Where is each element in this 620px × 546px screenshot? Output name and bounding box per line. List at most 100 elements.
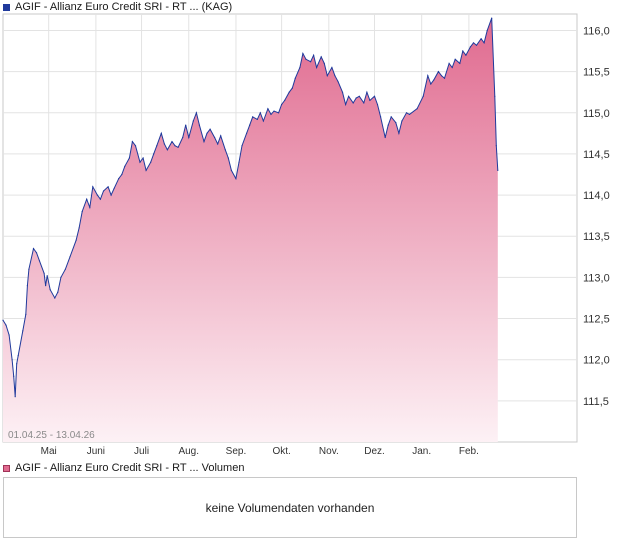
y-tick-label: 114,0 — [583, 190, 610, 202]
data-point — [166, 149, 168, 151]
data-point — [331, 66, 333, 69]
data-point — [256, 118, 258, 120]
data-point — [195, 112, 197, 114]
data-point — [128, 157, 130, 159]
data-point — [305, 58, 307, 60]
data-point — [139, 161, 141, 163]
data-point — [480, 38, 482, 40]
data-point — [113, 187, 115, 190]
y-tick-label: 112,0 — [583, 355, 610, 367]
data-point — [390, 116, 392, 118]
data-point — [235, 178, 237, 180]
data-point — [110, 194, 112, 196]
data-point — [459, 62, 461, 64]
data-point — [131, 141, 133, 143]
data-point — [69, 256, 71, 258]
data-point — [17, 355, 19, 357]
data-point — [118, 178, 120, 180]
y-tick-label: 115,0 — [583, 108, 610, 120]
data-point — [99, 198, 101, 200]
x-tick-label: Aug. — [178, 446, 199, 457]
data-point — [198, 124, 200, 126]
volume-series-swatch — [3, 464, 10, 472]
data-point — [313, 54, 315, 56]
volume-legend-label: AGIF - Allianz Euro Credit SRI - RT ... … — [15, 462, 245, 474]
data-point — [5, 324, 7, 326]
data-point — [483, 42, 485, 44]
data-point — [355, 97, 357, 99]
data-point — [156, 145, 158, 147]
y-tick-label: 114,5 — [583, 149, 610, 161]
data-point — [281, 103, 283, 106]
data-point — [163, 143, 165, 145]
data-point — [278, 112, 280, 114]
data-point — [224, 149, 226, 151]
data-point — [246, 132, 248, 134]
data-point — [448, 62, 450, 64]
data-point — [427, 75, 429, 77]
data-point — [49, 289, 51, 291]
data-point — [214, 136, 216, 139]
data-point — [174, 145, 176, 147]
x-tick-label: Sep. — [226, 446, 247, 457]
date-range-label: 01.04.25 - 13.04.26 — [8, 430, 95, 441]
data-point — [86, 198, 88, 200]
data-point — [495, 145, 497, 147]
data-point — [398, 132, 400, 134]
data-point — [475, 44, 478, 46]
data-point — [486, 29, 488, 32]
data-point — [451, 66, 453, 69]
data-point — [262, 120, 264, 122]
data-point — [494, 95, 496, 97]
data-point — [8, 334, 10, 336]
data-point — [310, 61, 312, 63]
data-point — [92, 186, 94, 188]
data-point — [124, 165, 126, 167]
data-point — [366, 91, 368, 93]
data-point — [102, 190, 105, 192]
data-point — [89, 206, 91, 208]
data-point — [192, 120, 194, 122]
data-point — [373, 95, 376, 97]
data-point — [294, 77, 296, 79]
data-point — [416, 108, 418, 110]
y-tick-label: 113,0 — [583, 272, 610, 284]
data-point — [32, 248, 35, 250]
price-legend: AGIF - Allianz Euro Credit SRI - RT ... … — [3, 0, 232, 14]
data-point — [60, 276, 62, 278]
data-point — [26, 285, 28, 287]
data-point — [491, 17, 493, 19]
data-point — [134, 145, 137, 147]
data-point — [363, 102, 365, 104]
data-point — [376, 103, 379, 106]
data-point — [299, 66, 301, 69]
data-point — [472, 42, 475, 44]
data-point — [142, 157, 144, 159]
x-tick-label: Mai — [41, 446, 57, 457]
data-point — [270, 113, 272, 115]
data-point — [16, 363, 18, 365]
data-point — [22, 330, 24, 332]
data-point — [422, 95, 424, 97]
data-point — [209, 128, 211, 130]
data-point — [45, 285, 47, 287]
data-point — [320, 56, 322, 58]
data-point — [384, 136, 386, 139]
data-point — [145, 169, 147, 171]
data-point — [316, 66, 318, 69]
data-point — [177, 146, 179, 148]
price-legend-label: AGIF - Allianz Euro Credit SRI - RT ... … — [15, 1, 233, 13]
data-point — [334, 75, 336, 77]
data-point — [497, 169, 499, 171]
data-point — [78, 227, 80, 229]
data-point — [323, 62, 325, 64]
y-tick-label: 116,0 — [583, 25, 610, 37]
data-point — [188, 136, 190, 139]
data-point — [43, 272, 45, 274]
data-point — [337, 80, 339, 83]
data-point — [273, 110, 275, 112]
data-point — [206, 132, 208, 134]
data-point — [252, 116, 254, 118]
data-point — [38, 260, 41, 262]
data-point — [433, 79, 435, 81]
